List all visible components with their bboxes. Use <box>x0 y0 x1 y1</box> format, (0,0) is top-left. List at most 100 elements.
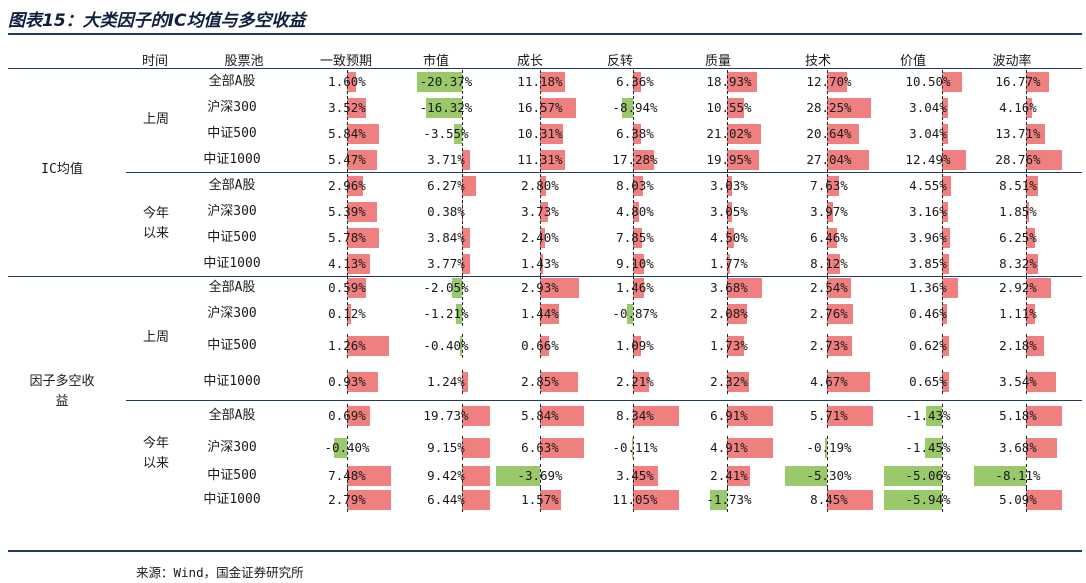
positive-bar <box>540 278 579 298</box>
positive-bar <box>1026 72 1050 92</box>
positive-bar <box>633 228 643 248</box>
positive-bar <box>827 278 851 298</box>
value-text: 8.45% <box>810 492 848 507</box>
positive-bar <box>462 150 471 170</box>
value-text: 16.77% <box>995 74 1041 89</box>
zero-axis-line <box>633 464 634 488</box>
value-cell: 8.51% <box>974 174 1062 198</box>
positive-bar <box>727 372 750 392</box>
value-text: 9.42% <box>427 468 465 483</box>
value-cell: 1.73% <box>685 334 773 358</box>
zero-axis-line <box>540 148 541 172</box>
value-cell: 16.57% <box>496 96 584 120</box>
value-cell: 18.93% <box>685 70 773 94</box>
value-text: 0.59% <box>328 280 366 295</box>
value-text: 1.11% <box>999 306 1037 321</box>
positive-bar <box>827 124 859 144</box>
positive-bar <box>462 490 490 510</box>
value-cell: 6.25% <box>974 226 1062 250</box>
value-text: 4.50% <box>710 230 748 245</box>
zero-axis-line <box>462 226 463 250</box>
negative-bar <box>460 336 462 356</box>
positive-bar <box>540 490 561 510</box>
value-cell: 0.93% <box>303 370 391 394</box>
value-text: -1.73% <box>706 492 752 507</box>
value-cell: -8.94% <box>591 96 679 120</box>
value-text: 1.44% <box>521 306 559 321</box>
value-text: 7.48% <box>328 468 366 483</box>
value-text: 3.45% <box>616 468 654 483</box>
value-cell: 4.16% <box>974 96 1062 120</box>
value-cell: 11.05% <box>591 488 679 512</box>
positive-bar <box>727 438 773 458</box>
value-cell: 6.46% <box>785 226 873 250</box>
value-cell: 6.44% <box>402 488 490 512</box>
positive-bar <box>540 336 549 356</box>
value-cell: -1.43% <box>884 404 972 428</box>
zero-axis-line <box>942 334 943 358</box>
zero-axis-line <box>633 404 634 428</box>
zero-axis-line <box>1026 276 1027 300</box>
value-cell: 5.18% <box>974 404 1062 428</box>
value-cell: 12.70% <box>785 70 873 94</box>
zero-axis-line <box>462 122 463 146</box>
zero-axis-line <box>827 302 828 326</box>
value-cell: 3.04% <box>884 122 972 146</box>
value-text: 2.76% <box>810 306 848 321</box>
zero-axis-line <box>347 302 348 326</box>
value-cell: 5.71% <box>785 404 873 428</box>
positive-bar <box>1026 304 1036 324</box>
zero-axis-line <box>727 226 728 250</box>
zero-axis-line <box>462 70 463 94</box>
stock-pool-label: 全部A股 <box>208 280 256 295</box>
stock-pool-label: 沪深300 <box>207 100 257 115</box>
zero-axis-line <box>633 174 634 198</box>
column-header: 反转 <box>606 54 633 69</box>
value-text: 6.27% <box>427 178 465 193</box>
positive-bar <box>727 202 732 222</box>
value-text: -8.11% <box>995 468 1041 483</box>
zero-axis-line <box>347 70 348 94</box>
value-cell: 3.52% <box>303 96 391 120</box>
value-cell: 3.16% <box>884 200 972 224</box>
stock-pool-label: 全部A股 <box>208 178 256 193</box>
value-text: 5.84% <box>521 408 559 423</box>
positive-bar <box>727 150 759 170</box>
stock-pool-label: 中证500 <box>207 230 257 245</box>
value-cell: 1.26% <box>303 334 391 358</box>
value-text: 4.91% <box>710 440 748 455</box>
zero-axis-line <box>540 252 541 276</box>
positive-bar <box>727 278 763 298</box>
positive-bar <box>727 406 773 426</box>
positive-bar <box>942 254 950 274</box>
zero-axis-line <box>347 122 348 146</box>
value-text: 2.93% <box>521 280 559 295</box>
value-text: -3.69% <box>517 468 563 483</box>
value-cell: 12.49% <box>884 148 972 172</box>
value-text: 21.02% <box>706 126 752 141</box>
zero-axis-line <box>827 488 828 512</box>
positive-bar <box>347 150 378 170</box>
value-cell: 1.11% <box>974 302 1062 326</box>
value-text: 3.52% <box>328 100 366 115</box>
value-cell: 3.84% <box>402 226 490 250</box>
value-text: 10.50% <box>905 74 951 89</box>
value-cell: 5.39% <box>303 200 391 224</box>
zero-axis-line <box>727 302 728 326</box>
value-cell: 2.40% <box>496 226 584 250</box>
value-cell: 3.85% <box>884 252 972 276</box>
value-text: 7.85% <box>616 230 654 245</box>
value-text: 3.68% <box>999 440 1037 455</box>
value-text: 3.04% <box>909 100 947 115</box>
positive-bar <box>1026 202 1029 222</box>
value-cell: 2.85% <box>496 370 584 394</box>
value-cell: 1.60% <box>303 70 391 94</box>
positive-bar <box>1026 98 1032 118</box>
zero-axis-line <box>462 252 463 276</box>
value-text: -0.40% <box>324 440 370 455</box>
value-cell: 8.03% <box>591 174 679 198</box>
positive-bar <box>727 254 730 274</box>
zero-axis-line <box>727 200 728 224</box>
value-text: 1.60% <box>328 74 366 89</box>
positive-bar <box>727 98 744 118</box>
